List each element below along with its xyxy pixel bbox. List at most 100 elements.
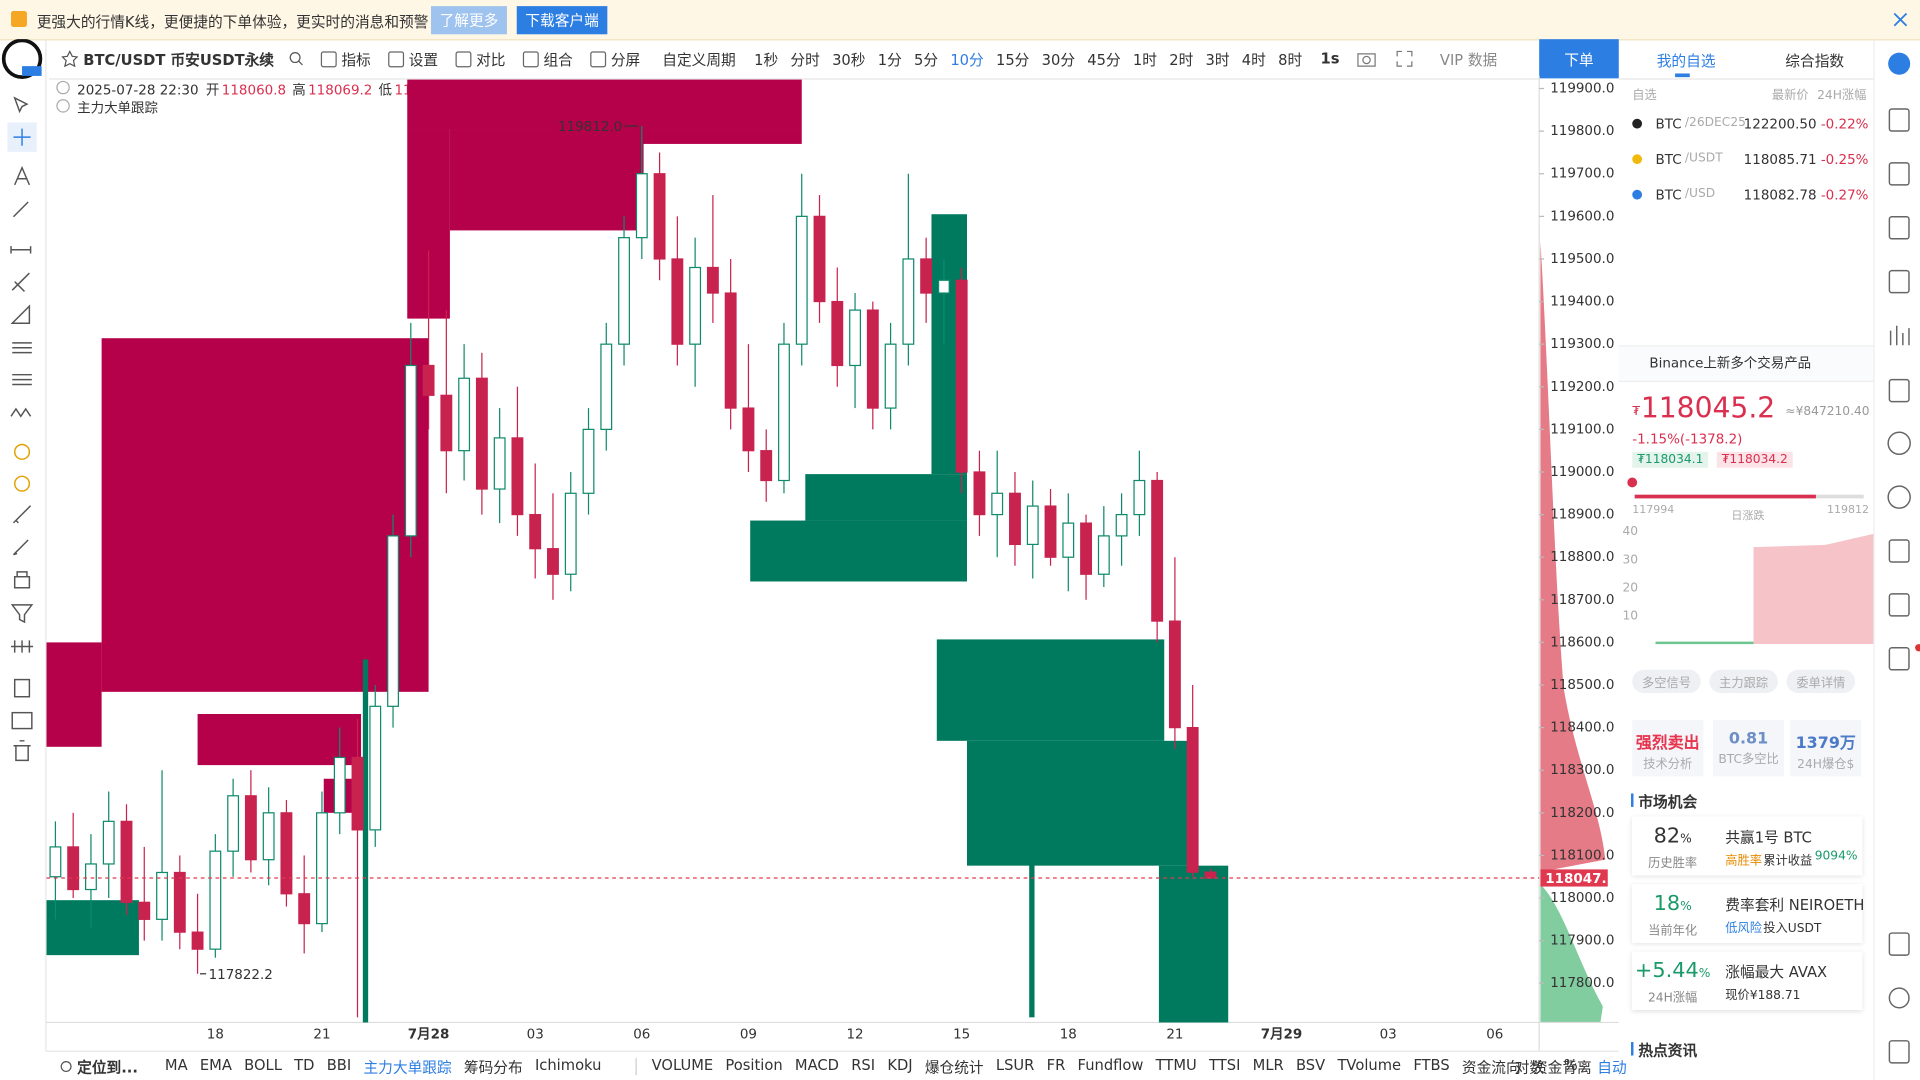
order-block [362,659,369,1023]
search-icon[interactable] [289,51,304,66]
candle-body [547,548,559,575]
vip-data[interactable]: VIP 数据 [1439,50,1498,68]
sub-indicator[interactable]: TTSI [1209,1056,1241,1074]
sub-indicator[interactable]: MLR [1252,1056,1284,1074]
period[interactable]: 10分 [950,50,984,68]
sub-indicator[interactable]: VOLUME [651,1056,714,1074]
sub-indicator[interactable]: FR [1046,1056,1066,1074]
tool[interactable]: 对比 [455,48,506,69]
period[interactable]: 30分 [1041,50,1076,68]
tool[interactable]: 组合 [522,48,573,69]
axis-option[interactable]: 自动 [1597,1058,1627,1076]
candle-body [795,215,808,345]
sub-indicator[interactable]: TVolume [1337,1056,1402,1074]
mini-axis-label: 30 [1622,553,1639,567]
axis-option[interactable]: % [1563,1056,1578,1074]
x-tick-label: 06 [1486,1028,1503,1043]
opportunity-card[interactable]: +5.44% 24H涨幅 涨幅最大 AVAX 现价¥188.71 [1632,951,1862,1010]
main-indicator[interactable]: TD [294,1056,315,1074]
favorite-icon[interactable] [61,50,79,68]
sub-indicator[interactable]: 资金背离 [1532,1058,1592,1076]
news-text[interactable]: Binance上新多个交易产品 [1649,355,1812,372]
locate-button[interactable]: 定位到... [77,1058,138,1076]
candle-body [298,893,311,925]
stat-card[interactable]: 0.81 BTC多空比 [1713,720,1785,777]
sub-indicator[interactable]: 爆仓统计 [924,1058,984,1076]
coin-quote: /USD [1684,187,1716,201]
download-button[interactable]: 下载客户端 [516,6,608,35]
sub-indicator[interactable]: BSV [1295,1056,1326,1074]
watch-row[interactable]: BTC/USDT 118085.71 -0.25% [1632,142,1868,178]
period[interactable]: 4时 [1241,50,1266,68]
opp-desc: 投入USDT [1763,922,1822,936]
opportunity-card[interactable]: 18% 当前年化 费率套利 NEIROETH 低风险 投入USDT [1632,884,1864,943]
period[interactable]: 30秒 [832,50,866,68]
sub-indicator[interactable]: MACD [794,1056,839,1074]
tool-icons[interactable] [7,96,37,762]
sub-indicator[interactable]: FTBS [1413,1056,1450,1074]
rail-icons[interactable] [1875,39,1920,1080]
period[interactable]: 分时 [790,50,820,68]
symbol[interactable]: BTC/USDT 币安USDT永续 [83,50,275,68]
stat-card[interactable]: 强烈卖出 技术分析 [1632,720,1704,777]
period[interactable]: 45分 [1087,50,1121,68]
learn-more-button[interactable]: 了解更多 [431,6,507,35]
sub-indicator[interactable]: KDJ [887,1056,913,1074]
tool[interactable]: 分屏 [590,48,640,69]
close-button[interactable] [1893,12,1908,27]
tab-active[interactable]: 我的自选 [1656,52,1716,70]
main-indicator[interactable]: Ichimoku [534,1056,602,1074]
interval[interactable]: 1s [1320,50,1340,68]
watch-row[interactable]: BTC/26DEC25 122200.50 -0.22% [1632,107,1868,143]
period[interactable]: 5分 [914,50,939,68]
period[interactable]: 1分 [877,50,902,68]
main-indicator[interactable]: 主力大单跟踪 [363,1058,452,1076]
period[interactable]: 15分 [995,50,1030,68]
main-indicator[interactable]: MA [164,1056,188,1074]
stat-card[interactable]: 1379万 24H爆仓$ [1790,720,1862,777]
tool-icon [387,50,404,67]
tool[interactable]: 指标 [320,48,371,69]
sub-indicator[interactable]: TTMU [1155,1056,1197,1074]
x-tick-label: 21 [313,1028,330,1043]
period[interactable]: 1时 [1132,50,1157,68]
main-indicator[interactable]: 筹码分布 [463,1058,523,1076]
sub-indicator[interactable]: Fundflow [1077,1056,1144,1074]
period[interactable]: 1秒 [754,50,779,68]
axis-option[interactable]: 对数 [1514,1058,1545,1076]
opportunity-card[interactable]: 82% 历史胜率 共赢1号 BTC 高胜率 累计收益 9094% [1632,817,1862,876]
watch-row[interactable]: BTC/USD 118082.78 -0.27% [1632,178,1868,214]
y-tick-label: 117800.0 [1550,976,1614,991]
fullscreen-icon[interactable] [1396,50,1413,67]
sub-indicator[interactable]: 资金流向 [1461,1058,1521,1076]
sub-indicator[interactable]: RSI [851,1056,876,1074]
signal-tab[interactable]: 委单详情 [1786,669,1856,694]
period[interactable]: 8时 [1278,50,1303,68]
signal-tab[interactable]: 多空信号 [1632,669,1701,694]
coin-change: -0.22% [1820,116,1869,133]
signal-tab[interactable]: 主力跟踪 [1709,669,1778,694]
drawing-tools [1,38,43,762]
period[interactable]: 2时 [1169,50,1194,68]
candle-body [778,343,790,482]
main-indicator[interactable]: EMA [199,1056,232,1074]
period[interactable]: 3时 [1205,50,1230,68]
main-indicator[interactable]: BOLL [244,1056,282,1074]
custom-period[interactable]: 自定义周期 [662,50,736,68]
tab[interactable]: 综合指数 [1785,52,1845,70]
sub-indicator[interactable]: Position [725,1056,783,1074]
candle-body [244,795,257,861]
sub-indicator[interactable]: LSUR [995,1056,1035,1074]
candle-body [653,173,666,260]
snapshot-icon[interactable] [1357,50,1377,67]
order-button[interactable]: 下单 [1539,39,1619,79]
candle-body [902,258,915,345]
candle-body [955,279,968,473]
indicator-name[interactable]: 主力大单跟踪 [77,100,158,117]
locate-icon [60,1061,72,1073]
x-tick-label: 03 [527,1028,544,1043]
main-indicator[interactable]: BBI [326,1056,352,1074]
tool[interactable]: 设置 [387,48,438,69]
candle-body [1044,505,1057,558]
